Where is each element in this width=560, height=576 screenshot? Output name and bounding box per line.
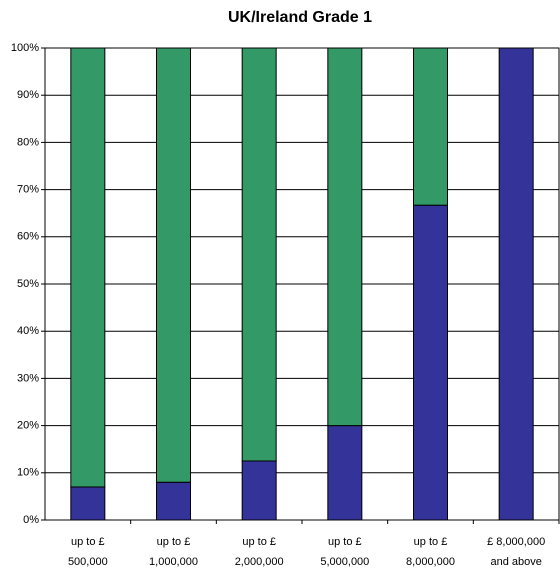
x-tick-label: up to £ [71, 536, 105, 548]
chart-title: UK/Ireland Grade 1 [228, 9, 372, 26]
x-tick-label: up to £ [414, 536, 448, 548]
x-tick-label: £ 8,000,000 [487, 536, 545, 548]
bar-segment [241, 460, 277, 521]
x-tick-label: up to £ [328, 536, 362, 548]
x-tick-label: 500,000 [68, 556, 108, 568]
x-tick-label: 5,000,000 [320, 556, 369, 568]
x-tick-label: 1,000,000 [149, 556, 198, 568]
y-tick-label: 10% [17, 467, 39, 479]
x-tick-label: 2,000,000 [235, 556, 284, 568]
bar-segment [413, 47, 448, 206]
y-tick-label: 100% [11, 42, 39, 54]
x-tick-label: up to £ [157, 536, 191, 548]
y-tick-label: 80% [17, 136, 39, 148]
bar-segment [70, 486, 106, 521]
y-tick-label: 30% [17, 372, 39, 384]
bar-segment [156, 47, 191, 483]
bar-segment [498, 47, 534, 521]
y-tick-label: 20% [17, 420, 39, 432]
y-tick-label: 0% [23, 514, 39, 526]
x-tick-label: 8,000,000 [406, 556, 455, 568]
bar-segment [241, 47, 277, 462]
bar-segment [413, 204, 448, 521]
x-tick-label: and above [490, 556, 541, 568]
x-tick-label: up to £ [242, 536, 276, 548]
bar-segment [70, 47, 106, 488]
bar-segment [327, 425, 363, 521]
y-tick-label: 60% [17, 231, 39, 243]
y-tick-label: 50% [17, 278, 39, 290]
y-tick-label: 70% [17, 184, 39, 196]
bar-segment [156, 481, 191, 521]
bar-segment [327, 47, 363, 427]
y-tick-label: 40% [17, 325, 39, 337]
y-tick-label: 90% [17, 89, 39, 101]
